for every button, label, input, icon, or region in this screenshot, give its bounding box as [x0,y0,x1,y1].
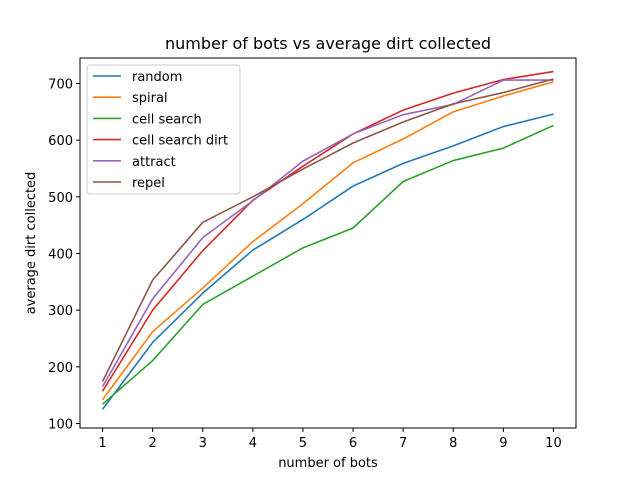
legend-label-cell-search: cell search [132,112,202,127]
y-tick-label: 700 [48,77,73,92]
y-tick-label: 200 [48,361,73,376]
series-lines [101,70,554,410]
legend-label-spiral: spiral [132,91,168,106]
x-tick-label: 7 [399,436,407,451]
legend: random spiral cell search cell search dirt a… [86,64,241,195]
y-tick-label: 600 [48,134,73,149]
x-tick-label: 5 [299,436,307,451]
legend-label-attract: attract [132,155,176,170]
y-tick-label: 300 [48,304,73,319]
series-line-cell-search-dirt [101,70,554,392]
plot-frame [79,57,577,429]
legend-label-cell-search-dirt: cell search dirt [132,134,228,149]
x-tick-label: 9 [499,436,507,451]
y-axis-label: average dirt collected [24,172,39,315]
series-line-attract [101,79,554,388]
series-line-repel [101,78,554,382]
y-tick-label: 500 [48,191,73,206]
plot-area [79,57,577,429]
y-tick-label: 400 [48,247,73,262]
x-tick-label: 1 [98,436,106,451]
x-tick-label: 8 [449,436,457,451]
x-axis-label: number of bots [278,456,378,471]
x-tick-label: 4 [249,436,257,451]
x-axis: 1 2 3 4 5 6 7 8 9 10 [98,428,562,451]
series-line-cell-search [102,124,554,405]
legend-label-random: random [132,70,182,85]
y-axis: 100 200 300 400 500 600 700 [48,77,80,432]
legend-label-repel: repel [132,176,165,191]
series-line-spiral [101,81,554,401]
x-tick-label: 6 [349,436,357,451]
chart-title: number of bots vs average dirt collected [165,34,491,53]
y-tick-label: 100 [48,417,73,432]
series-line-random [101,113,554,410]
legend-box [86,64,241,195]
x-tick-label: 10 [545,436,562,451]
x-tick-label: 2 [149,436,157,451]
x-tick-label: 3 [199,436,207,451]
